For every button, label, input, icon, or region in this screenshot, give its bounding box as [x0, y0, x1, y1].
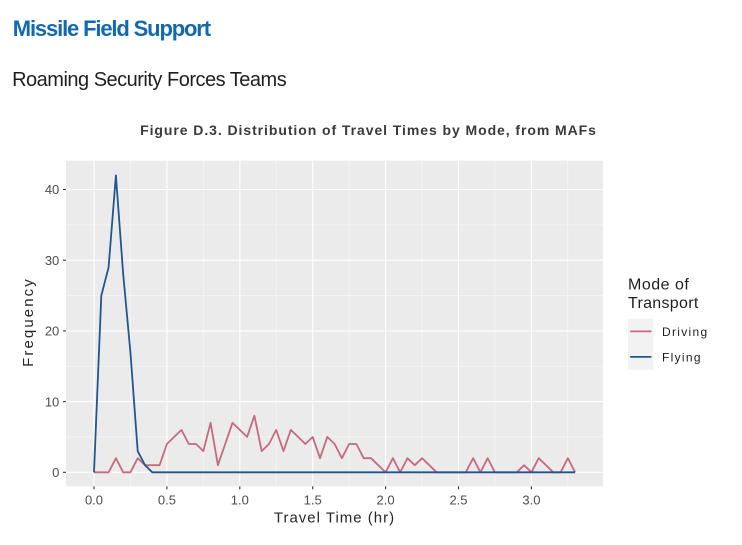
svg-text:2.0: 2.0 — [377, 493, 395, 508]
svg-text:Figure D.3. Distribution of Tr: Figure D.3. Distribution of Travel Times… — [140, 122, 597, 138]
svg-text:Mode of: Mode of — [628, 277, 689, 294]
svg-text:10: 10 — [45, 394, 59, 409]
svg-text:Transport: Transport — [628, 295, 699, 312]
svg-text:1.5: 1.5 — [304, 493, 322, 508]
svg-text:0.5: 0.5 — [158, 493, 176, 508]
svg-text:30: 30 — [45, 253, 59, 268]
svg-text:Flying: Flying — [662, 350, 702, 364]
svg-text:Driving: Driving — [662, 325, 708, 339]
svg-text:Roaming Security Forces Teams: Roaming Security Forces Teams — [12, 69, 287, 91]
svg-text:20: 20 — [45, 324, 59, 339]
svg-text:Travel Time (hr): Travel Time (hr) — [274, 509, 395, 526]
svg-text:1.0: 1.0 — [231, 493, 249, 508]
svg-text:Missile Field Support: Missile Field Support — [13, 16, 212, 41]
svg-text:2.5: 2.5 — [449, 493, 467, 508]
svg-text:40: 40 — [45, 182, 59, 197]
svg-text:0.0: 0.0 — [85, 493, 103, 508]
svg-text:3.0: 3.0 — [522, 493, 540, 508]
svg-text:0: 0 — [52, 465, 59, 480]
svg-text:Frequency: Frequency — [20, 277, 37, 367]
